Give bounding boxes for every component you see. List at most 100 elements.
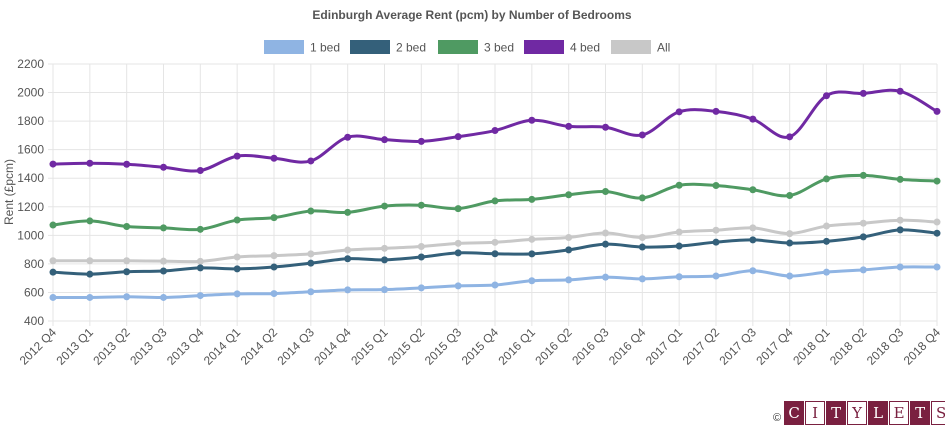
x-tick-label: 2016 Q2 xyxy=(532,325,575,368)
x-tick-label: 2013 Q2 xyxy=(90,325,133,368)
x-tick-label: 2015 Q1 xyxy=(348,325,391,368)
x-tick-label: 2016 Q4 xyxy=(606,325,649,368)
data-point-4-bed xyxy=(859,89,867,97)
y-tick-label: 1800 xyxy=(17,114,44,128)
data-point-4-bed xyxy=(675,108,683,116)
series-1-bed xyxy=(49,263,941,301)
data-point-2-bed xyxy=(160,267,167,275)
legend-item-all: All xyxy=(611,40,670,55)
y-tick-label: 600 xyxy=(24,285,44,299)
data-point-3-bed xyxy=(454,205,462,213)
data-point-all xyxy=(270,252,278,260)
x-tick-label: 2014 Q2 xyxy=(238,325,281,368)
data-point-1-bed xyxy=(196,292,204,300)
data-point-4-bed xyxy=(270,154,278,162)
data-point-3-bed xyxy=(196,225,204,233)
legend-label-1-bed: 1 bed xyxy=(310,41,340,55)
data-point-3-bed xyxy=(933,177,941,185)
data-point-3-bed xyxy=(233,216,241,224)
data-point-all xyxy=(528,235,536,243)
series-4-bed xyxy=(49,87,941,175)
data-point-2-bed xyxy=(859,233,867,241)
data-point-3-bed xyxy=(49,221,57,229)
data-point-1-bed xyxy=(417,284,425,292)
data-point-all xyxy=(823,222,830,230)
data-point-1-bed xyxy=(454,282,462,290)
data-point-3-bed xyxy=(86,217,94,225)
data-point-4-bed xyxy=(491,127,499,135)
x-tick-label: 2018 Q2 xyxy=(827,325,870,368)
data-point-2-bed xyxy=(786,239,794,247)
data-point-all xyxy=(123,257,131,265)
data-point-1-bed xyxy=(638,275,646,283)
x-tick-label: 2014 Q3 xyxy=(274,325,317,368)
x-tick-label: 2015 Q2 xyxy=(385,325,428,368)
data-point-3-bed xyxy=(823,175,830,183)
data-point-all xyxy=(896,216,904,224)
data-point-all xyxy=(49,257,57,265)
y-tick-label: 1400 xyxy=(17,171,44,185)
data-point-1-bed xyxy=(823,268,830,276)
logo-letter: L xyxy=(868,401,889,425)
y-tick-label: 2000 xyxy=(17,86,44,100)
data-point-1-bed xyxy=(307,288,315,296)
series-2-bed xyxy=(49,226,941,278)
logo-letter: I xyxy=(805,401,826,425)
data-point-1-bed xyxy=(675,273,683,281)
y-axis: 400 600 800 1000 1200 1400 1600 1800 2000 2200 xyxy=(17,57,44,328)
data-point-1-bed xyxy=(344,286,352,294)
x-tick-label: 2017 Q2 xyxy=(680,325,723,368)
data-point-1-bed xyxy=(565,276,573,284)
legend-swatch-3-bed xyxy=(438,40,478,54)
x-tick-label: 2014 Q1 xyxy=(201,325,244,368)
data-point-3-bed xyxy=(160,224,167,232)
data-point-3-bed xyxy=(896,175,904,183)
data-point-3-bed xyxy=(491,197,499,205)
data-point-2-bed xyxy=(638,243,646,251)
data-point-all xyxy=(233,253,241,261)
x-tick-label: 2018 Q1 xyxy=(790,325,833,368)
y-axis-title: Rent (£pcm) xyxy=(2,159,16,225)
data-point-4-bed xyxy=(712,107,720,115)
y-tick-label: 800 xyxy=(24,257,44,271)
data-point-2-bed xyxy=(270,263,278,271)
x-tick-label: 2018 Q3 xyxy=(864,325,907,368)
data-point-1-bed xyxy=(786,272,794,280)
data-point-all xyxy=(565,233,573,241)
x-tick-label: 2013 Q1 xyxy=(53,325,96,368)
data-point-3-bed xyxy=(417,201,425,209)
logo-letter: T xyxy=(910,401,931,425)
data-point-all xyxy=(491,238,499,246)
data-point-1-bed xyxy=(491,281,499,289)
copyright-symbol: © xyxy=(773,412,782,424)
x-tick-label: 2015 Q3 xyxy=(422,325,465,368)
data-point-2-bed xyxy=(417,253,425,261)
y-tick-label: 1600 xyxy=(17,143,44,157)
data-point-all xyxy=(749,224,757,232)
data-point-1-bed xyxy=(712,272,720,280)
legend-label-all: All xyxy=(657,41,670,55)
data-point-3-bed xyxy=(859,171,867,179)
data-point-2-bed xyxy=(491,250,499,258)
data-point-1-bed xyxy=(749,267,757,275)
data-point-4-bed xyxy=(933,107,941,115)
data-point-4-bed xyxy=(602,123,609,131)
data-point-4-bed xyxy=(638,131,646,139)
data-point-1-bed xyxy=(896,263,904,271)
data-point-all xyxy=(454,239,462,247)
data-point-4-bed xyxy=(565,122,573,130)
y-tick-label: 2200 xyxy=(17,57,44,71)
logo-letter: T xyxy=(826,401,847,425)
data-point-all xyxy=(160,257,167,265)
data-point-2-bed xyxy=(823,237,830,245)
data-point-2-bed xyxy=(454,249,462,257)
data-point-2-bed xyxy=(196,264,204,272)
data-point-2-bed xyxy=(528,250,536,258)
legend-label-3-bed: 3 bed xyxy=(484,41,514,55)
data-point-1-bed xyxy=(160,293,167,301)
data-point-all xyxy=(602,229,609,237)
data-point-4-bed xyxy=(528,116,536,124)
data-point-1-bed xyxy=(602,273,609,281)
